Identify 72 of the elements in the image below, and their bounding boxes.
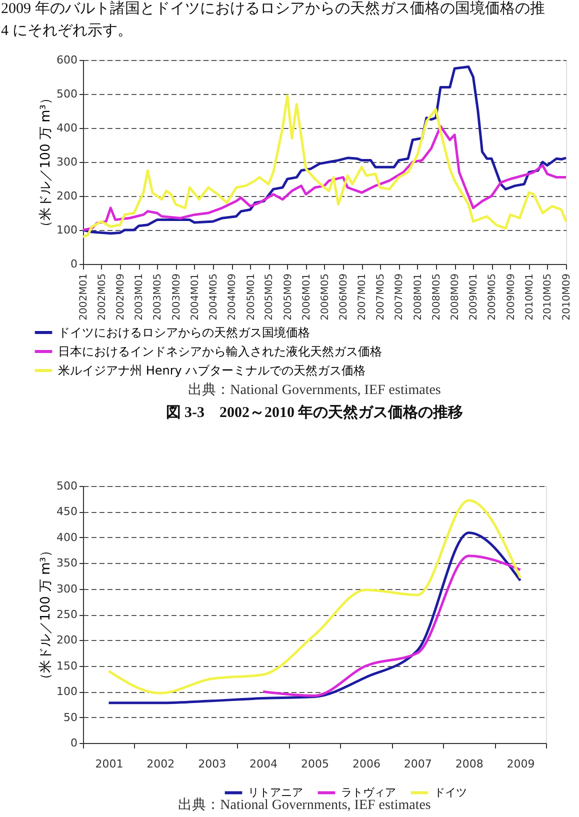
x-tick-label: 2006M05 [320,274,331,320]
x-tick-label: 2008M01 [412,274,424,320]
x-tick-label: 2002 [146,758,175,770]
legend-label: ドイツ [434,786,467,799]
line-series [82,94,568,238]
x-tick-label: 2008M05 [431,274,442,320]
y-tick-label: 0 [70,258,78,270]
y-tick-label: 0 [70,736,78,750]
x-tick-label: 2003M09 [171,274,182,320]
source-note: 出典：National Governments, IEF estimates [178,797,431,813]
x-tick-label: 2010M05 [542,274,554,320]
x-tick-label: 2004M09 [227,274,238,320]
x-tick-label: 2001 [95,758,124,770]
y-tick-label: 400 [56,122,78,134]
x-tick-label: 2004M05 [208,274,220,320]
x-tick-label: 2002M01 [78,274,90,320]
text: 図 3-3 2002～2010 年の天然ガス価格の推移 [166,404,464,421]
y-tick-label: 300 [56,582,78,596]
y-tick-label: 250 [56,608,78,621]
x-tick-label: 2007M09 [394,274,406,320]
x-tick-label: 2003 [198,758,226,770]
x-tick-label: 2007 [404,758,432,770]
line-series [107,499,522,694]
x-tick-label: 2004M01 [190,274,201,320]
x-tick-label: 2006 [352,758,380,770]
y-tick-label: 150 [56,659,78,672]
y-tick-label: 350 [56,556,78,570]
source-note: 出典：National Governments, IEF estimates [188,382,441,398]
y-tick-label: 500 [56,88,78,100]
y-tick-label: 500 [56,480,78,492]
x-tick-label: 2008 [455,758,484,770]
y-tick-label: 300 [56,156,78,168]
x-tick-label: 2005M09 [282,274,294,320]
legend-label: ドイツにおけるロシアからの天然ガス国境価格 [58,326,310,340]
x-tick-label: 2007M05 [375,274,386,320]
x-tick-label: 2006M01 [301,274,312,320]
x-tick-label: 2007M01 [357,274,368,320]
y-tick-label: 600 [56,54,78,66]
x-tick-label: 2010M09 [562,274,572,320]
x-tick-label: 2002M09 [116,274,127,320]
legend-label: 米ルイジアナ州 Henry ハブターミナルでの天然ガス価格 [58,364,366,378]
x-tick-label: 2010M01 [524,274,536,320]
x-tick-label: 2004 [250,758,278,770]
x-tick-label: 2003M01 [134,274,146,320]
x-tick-label: 2009M09 [506,274,517,320]
y-tick-label: 200 [56,634,78,647]
x-tick-label: 2009 [506,758,535,770]
line-series [262,554,522,697]
legend-label: 日本におけるインドネシアから輸入された液化天然ガス価格 [58,344,382,358]
y-tick-label: 100 [56,685,78,698]
text: 4 にそれぞれ示す。 [1,23,132,39]
x-tick-label: 2009M01 [468,274,480,320]
x-tick-label: 2005M01 [246,274,257,320]
y-tick-label: 200 [56,190,78,202]
text: 2009 年のバルト諸国とドイツにおけるロシアからの天然ガス価格の国境価格の推 [1,0,545,17]
y-tick-label: 100 [56,224,78,236]
y-tick-label: 400 [56,530,78,544]
y-tick-label: 50 [64,710,78,724]
x-tick-label: 2008M09 [450,274,462,320]
y-axis-title: （米ドル／100 万 m³） [38,92,54,234]
x-tick-label: 2002M05 [96,274,108,320]
line-series [107,532,522,704]
legend-label: ラトヴィア [341,786,396,799]
legend-label: リトアニア [248,786,303,799]
y-axis-title: （米ドル／100 万 m³） [38,544,54,686]
y-tick-label: 450 [56,505,78,518]
line-series [82,125,568,232]
x-tick-label: 2006M09 [338,274,350,320]
x-tick-label: 2003M05 [152,274,164,320]
x-tick-label: 2005 [301,758,329,770]
x-tick-label: 2009M05 [487,274,498,320]
x-tick-label: 2005M05 [264,274,276,320]
